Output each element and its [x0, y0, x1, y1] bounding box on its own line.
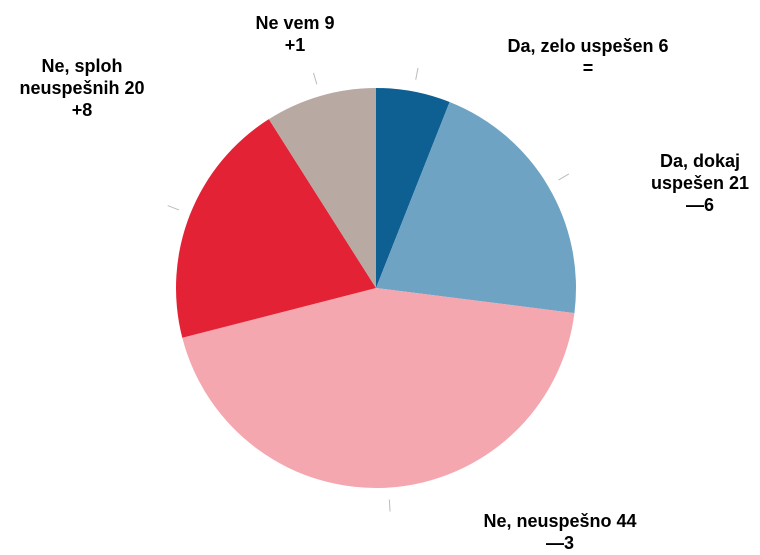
- leader-line: [388, 499, 391, 512]
- leader-line: [167, 205, 180, 211]
- pie-slice: [182, 288, 575, 488]
- category-label: Da, zelo uspešen: [507, 36, 654, 56]
- slice-label: Da, zelo uspešen 6 =: [507, 35, 668, 79]
- category-label: Ne vem: [255, 13, 320, 33]
- leader-line: [558, 173, 570, 181]
- change-label: =: [582, 58, 594, 78]
- value-label: 44: [616, 511, 637, 531]
- change-label: +8: [71, 100, 93, 120]
- pie-slice: [376, 88, 450, 288]
- category-label: Ne, sploh neuspešnih: [19, 56, 123, 98]
- change-label: —6: [685, 195, 714, 215]
- slice-label: Ne, neuspešno 44 —3: [483, 510, 636, 554]
- pie-slice: [268, 88, 376, 288]
- value-label: 6: [658, 36, 669, 56]
- slice-label: Ne vem 9 +1: [255, 12, 334, 56]
- change-label: +1: [284, 35, 306, 55]
- value-label: 21: [729, 173, 750, 193]
- category-label: Ne, neuspešno: [483, 511, 612, 531]
- value-label: 9: [324, 13, 335, 33]
- change-label: —3: [545, 533, 575, 553]
- leader-line: [415, 67, 419, 80]
- pie-slice: [176, 119, 376, 338]
- category-label: Da, dokaj uspešen: [650, 151, 741, 193]
- pie-slice: [376, 102, 576, 314]
- slice-label: Ne, sploh neuspešnih 20 +8: [7, 55, 157, 121]
- value-label: 20: [124, 78, 145, 98]
- slice-label: Da, dokaj uspešen 21 —6: [635, 150, 760, 216]
- leader-line: [313, 72, 318, 85]
